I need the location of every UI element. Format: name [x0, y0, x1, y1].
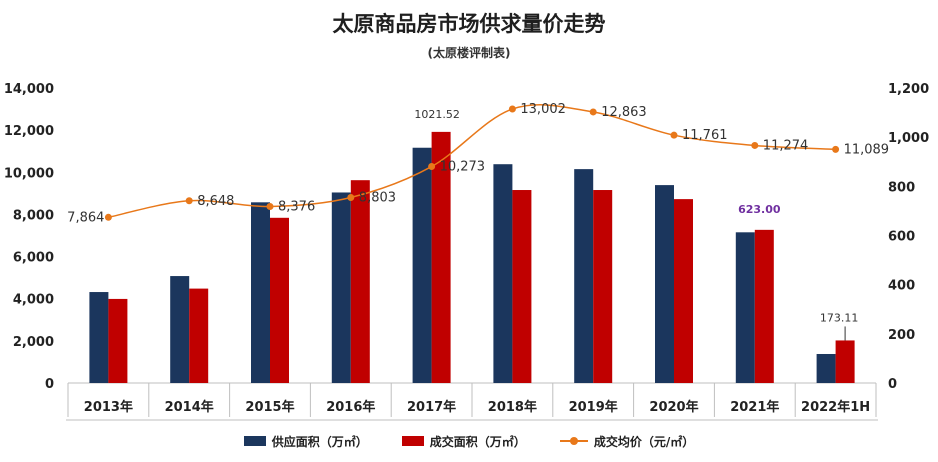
price-point — [428, 163, 436, 171]
left-axis-tick-label: 6,000 — [13, 251, 54, 266]
price-data-label: 7,864 — [67, 210, 104, 225]
bar-deal — [431, 131, 451, 383]
price-data-label: 10,273 — [440, 160, 486, 175]
bar-deal — [512, 190, 532, 383]
chart-subtitle: (太原楼评制表) — [427, 46, 511, 60]
left-axis-tick-label: 0 — [45, 377, 54, 392]
right-axis-tick-label: 400 — [888, 279, 915, 294]
bar-supply — [816, 353, 836, 383]
legend-item-deal: 成交面积（万㎡） — [401, 433, 526, 450]
price-data-label: 11,089 — [844, 142, 890, 157]
x-axis-tick-label: 2013年 — [84, 399, 133, 415]
bar-annotation: 1021.52 — [414, 108, 460, 121]
bar-supply — [655, 185, 674, 383]
x-axis-tick-label: 2022年1H — [801, 399, 870, 415]
x-axis-tick-label: 2019年 — [569, 399, 618, 415]
bar-deal — [189, 288, 209, 383]
price-data-label: 8,803 — [359, 191, 396, 206]
price-point — [751, 141, 759, 149]
bar-annotation: 173.11 — [820, 311, 859, 324]
price-data-label: 13,002 — [520, 102, 566, 117]
legend-swatch-price — [559, 436, 588, 446]
x-axis-tick-label: 2015年 — [245, 399, 294, 415]
legend-label-price: 成交均价（元/㎡） — [593, 434, 695, 449]
legend-label-deal: 成交面积（万㎡） — [429, 434, 526, 449]
right-axis-tick-label: 200 — [888, 328, 915, 343]
price-point — [104, 213, 112, 221]
price-point — [347, 194, 355, 202]
bar-deal — [835, 340, 855, 383]
x-axis-tick-label: 2021年 — [730, 399, 779, 415]
bar-supply — [170, 276, 190, 383]
right-axis-tick-label: 0 — [888, 377, 897, 392]
bar-supply — [251, 202, 270, 383]
bar-deal — [754, 229, 774, 383]
right-axis-tick-label: 600 — [888, 230, 915, 245]
price-data-label: 11,761 — [682, 128, 728, 143]
bar-deal — [350, 180, 370, 383]
left-axis-tick-label: 10,000 — [4, 166, 54, 181]
price-point — [670, 131, 678, 139]
price-data-label: 8,648 — [197, 194, 234, 209]
chart-title: 太原商品房市场供求量价走势 — [332, 12, 606, 36]
bar-deal — [593, 190, 613, 383]
right-axis-tick-label: 1,200 — [888, 82, 929, 97]
x-axis-tick-label: 2018年 — [488, 399, 537, 415]
price-point — [589, 108, 597, 116]
legend-swatch-supply — [243, 436, 266, 446]
right-axis-tick-label: 800 — [888, 180, 915, 195]
price-line — [108, 104, 836, 219]
left-axis-tick-label: 4,000 — [13, 293, 54, 308]
bar-supply — [574, 169, 594, 383]
left-axis-tick-label: 8,000 — [13, 208, 54, 223]
legend: 供应面积（万㎡） 成交面积（万㎡） 成交均价（元/㎡） — [0, 431, 938, 451]
price-data-label: 11,274 — [763, 138, 809, 153]
bar-annotation: 623.00 — [738, 203, 781, 216]
legend-swatch-deal — [401, 436, 424, 446]
price-data-label: 8,376 — [278, 200, 315, 215]
x-axis-tick-label: 2020年 — [649, 399, 698, 415]
legend-item-price: 成交均价（元/㎡） — [559, 433, 695, 450]
left-axis-tick-label: 14,000 — [4, 82, 54, 97]
bar-deal — [270, 217, 289, 383]
bar-deal — [674, 199, 693, 383]
price-point — [832, 145, 840, 153]
left-axis-tick-label: 12,000 — [4, 124, 54, 139]
price-point — [185, 197, 193, 205]
x-axis-tick-label: 2014年 — [165, 399, 214, 415]
bar-supply — [89, 292, 109, 383]
right-axis-tick-label: 1,000 — [888, 131, 929, 146]
bar-supply — [493, 164, 513, 383]
bar-supply — [735, 232, 755, 383]
price-point — [266, 203, 274, 211]
bar-deal — [108, 298, 128, 383]
left-axis-tick-label: 2,000 — [13, 335, 54, 350]
x-axis-tick-label: 2016年 — [326, 399, 375, 415]
price-point — [508, 105, 516, 113]
bar-supply — [331, 192, 351, 383]
legend-label-supply: 供应面积（万㎡） — [271, 434, 368, 449]
price-data-label: 12,863 — [601, 105, 647, 120]
bar-supply — [412, 147, 432, 383]
legend-item-supply: 供应面积（万㎡） — [243, 433, 368, 450]
x-axis-tick-label: 2017年 — [407, 399, 456, 415]
